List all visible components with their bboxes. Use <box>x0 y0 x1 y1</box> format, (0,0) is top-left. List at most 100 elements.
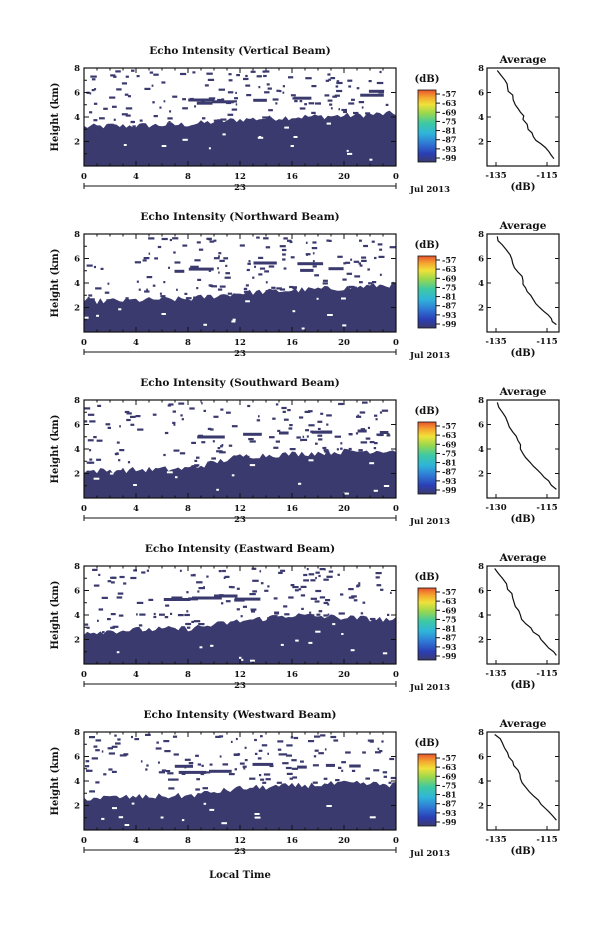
echo-cell <box>387 613 390 616</box>
echo-cell <box>146 288 148 291</box>
echo-cell <box>309 611 312 614</box>
echo-cell <box>220 118 227 121</box>
echo-cell <box>264 589 269 592</box>
echo-cell <box>246 94 252 97</box>
panel-2: Echo Intensity (Northward Beam) Height (k… <box>50 211 560 361</box>
profile-frame <box>486 731 560 831</box>
echo-cell <box>287 409 291 412</box>
colorbar-tick-label: -87 <box>442 301 456 311</box>
echo-cell <box>359 239 362 242</box>
echo-cell <box>201 764 204 767</box>
echo-cell <box>113 118 116 121</box>
echo-patch <box>196 101 213 105</box>
echo-patch <box>368 89 385 93</box>
echo-cell <box>326 575 333 578</box>
profile-y-tick-label: 2 <box>478 138 484 148</box>
echo-cell <box>302 435 305 438</box>
echo-gap <box>332 623 336 626</box>
echo-cell <box>282 85 285 88</box>
colorbar-tick-label: -57 <box>442 421 456 431</box>
echo-cell <box>221 98 225 101</box>
echo-gap <box>221 822 227 825</box>
echo-cell <box>300 594 306 597</box>
echo-cell <box>163 281 166 284</box>
echo-cell <box>208 269 212 272</box>
echo-cell <box>164 431 169 435</box>
echo-cell <box>305 253 311 256</box>
echo-patch <box>234 598 245 602</box>
echo-cell <box>306 568 309 571</box>
echo-cell <box>375 751 381 754</box>
echo-cell <box>279 90 282 93</box>
echo-cell <box>381 740 384 743</box>
echo-patch <box>212 100 234 104</box>
echo-cell <box>169 238 172 242</box>
echo-cell <box>234 97 238 100</box>
profile-y-tick-label: 6 <box>478 753 484 763</box>
x-tick-label: 20 <box>338 338 350 348</box>
echo-cell <box>224 276 231 279</box>
echo-cell <box>101 750 104 753</box>
echo-cell <box>333 739 339 742</box>
echo-cell <box>299 100 303 103</box>
colorbar-tick-label: -69 <box>442 107 457 117</box>
echo-cell <box>127 461 131 464</box>
echo-cell <box>375 576 380 579</box>
echo-cell <box>119 425 121 428</box>
echo-cell <box>324 568 326 571</box>
echo-cell <box>233 100 237 103</box>
echo-cell <box>161 237 168 241</box>
echo-cell <box>334 435 341 438</box>
echo-cell <box>125 107 133 110</box>
date-label: Jul 2013 <box>409 517 450 527</box>
x-tick-label: 4 <box>133 670 139 680</box>
echo-cell <box>218 88 225 91</box>
echo-cell <box>89 458 93 461</box>
echo-cell <box>286 772 293 775</box>
colorbar-tick-label: -63 <box>442 264 457 274</box>
echo-cell <box>340 447 343 450</box>
echo-cell <box>258 749 263 752</box>
colorbar-tick-label: -93 <box>442 476 457 486</box>
echo-cell <box>211 457 216 460</box>
echo-gap <box>249 464 256 467</box>
profile-line <box>494 568 557 656</box>
x-tick-label: 8 <box>185 670 191 680</box>
echo-patch <box>297 765 307 769</box>
echo-cell <box>106 299 110 302</box>
echo-cell <box>362 401 368 404</box>
echo-cell <box>304 410 311 413</box>
echo-cell <box>225 600 231 603</box>
colorbar-tick-label: -87 <box>442 633 456 643</box>
echo-cell <box>192 71 196 74</box>
echo-cell <box>306 253 308 256</box>
echo-cell <box>172 778 179 781</box>
echo-cell <box>281 406 287 410</box>
echo-cell <box>267 87 272 90</box>
colorbar <box>417 421 437 495</box>
echo-cell <box>174 261 181 264</box>
colorbar-tick-label: -81 <box>442 790 456 800</box>
colorbar-label: (dB) <box>415 74 440 85</box>
echo-cell <box>377 433 384 437</box>
echo-cell <box>196 241 201 244</box>
echo-cell <box>320 412 324 415</box>
echo-patch <box>214 594 238 598</box>
x-tick-label: 0 <box>81 836 87 846</box>
profile-y-tick-label: 4 <box>478 279 484 289</box>
echo-cell <box>336 89 343 93</box>
echo-cell <box>312 764 319 767</box>
echo-cell <box>222 763 229 766</box>
echo-cell <box>163 100 166 103</box>
echo-cell <box>276 89 280 92</box>
echo-cell <box>125 114 131 117</box>
echo-cell <box>206 72 213 75</box>
panel-title: Echo Intensity (Eastward Beam) <box>145 543 335 555</box>
echo-cell <box>121 113 128 116</box>
echo-cell <box>164 750 171 753</box>
echo-cell <box>274 611 280 614</box>
profile-title: Average <box>499 552 547 564</box>
echo-cell <box>112 576 116 579</box>
profile-title: Average <box>499 54 547 66</box>
colorbar-tick-label: -87 <box>442 135 456 145</box>
